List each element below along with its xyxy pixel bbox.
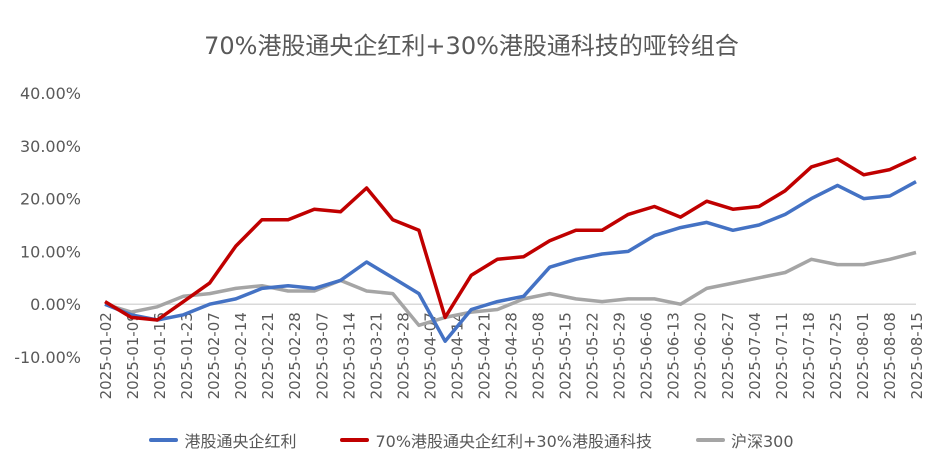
x-tick-label: 2025-07-18 <box>800 312 818 399</box>
x-tick-label: 2025-06-20 <box>692 312 710 399</box>
x-tick-label: 2025-02-14 <box>232 312 250 399</box>
legend-swatch-gray <box>696 438 725 442</box>
x-tick-label: 2025-01-23 <box>178 312 196 399</box>
series-line <box>104 250 917 328</box>
legend: 港股通央企红利 70%港股通央企红利+30%港股通科技 沪深300 <box>0 428 943 452</box>
series-line <box>104 155 917 322</box>
legend-label: 港股通央企红利 <box>184 432 297 451</box>
x-tick-label: 2025-04-28 <box>503 312 521 399</box>
y-tick-label: 30.00% <box>20 137 81 156</box>
legend-swatch-blue <box>149 438 179 442</box>
legend-label: 沪深300 <box>731 432 794 451</box>
x-tick-label: 2025-06-27 <box>719 312 737 399</box>
x-tick-label: 2025-03-07 <box>313 312 331 399</box>
legend-swatch-red <box>340 438 370 442</box>
x-tick-label: 2025-01-16 <box>151 312 169 399</box>
series-line <box>104 180 917 343</box>
legend-label: 70%港股通央企红利+30%港股通科技 <box>375 432 652 451</box>
chart-title: 70%港股通央企红利+30%港股通科技的哑铃组合 <box>204 32 739 60</box>
x-tick-label: 2025-06-06 <box>638 312 656 399</box>
x-tick-label: 2025-02-21 <box>259 312 277 399</box>
y-tick-label: 10.00% <box>20 242 81 261</box>
x-tick-label: 2025-03-21 <box>367 312 385 399</box>
x-tick-label: 2025-02-07 <box>205 312 223 399</box>
legend-item-central-soe-dividend[interactable]: 港股通央企红利 <box>149 428 296 452</box>
x-tick-label: 2025-07-11 <box>773 312 791 399</box>
x-tick-label: 2025-01-09 <box>124 312 142 399</box>
x-tick-label: 2025-05-22 <box>584 312 602 399</box>
x-tick-label: 2025-06-13 <box>665 312 683 399</box>
y-tick-label: 20.00% <box>20 190 81 209</box>
x-tick-label: 2025-07-25 <box>827 312 845 399</box>
x-tick-label: 2025-03-14 <box>340 312 358 399</box>
y-tick-label: 0.00% <box>30 295 81 314</box>
x-tick-label: 2025-05-29 <box>611 312 629 399</box>
legend-item-barbell-portfolio[interactable]: 70%港股通央企红利+30%港股通科技 <box>340 428 652 452</box>
legend-item-csi300[interactable]: 沪深300 <box>696 428 794 452</box>
x-tick-label: 2025-08-08 <box>881 312 899 399</box>
x-tick-label: 2025-05-15 <box>557 312 575 399</box>
x-tick-label: 2025-07-04 <box>746 312 764 399</box>
x-tick-label: 2025-08-01 <box>854 312 872 399</box>
x-tick-label: 2025-02-28 <box>286 312 304 399</box>
y-tick-label: 40.00% <box>20 84 81 103</box>
x-tick-label: 2025-03-28 <box>394 312 412 399</box>
x-tick-label: 2025-08-15 <box>908 312 926 399</box>
x-tick-label: 2025-04-07 <box>421 312 439 399</box>
x-tick-label: 2025-01-02 <box>97 312 115 399</box>
x-tick-label: 2025-04-21 <box>475 312 493 399</box>
y-tick-label: -10.00% <box>14 348 81 367</box>
x-tick-label: 2025-05-08 <box>530 312 548 399</box>
